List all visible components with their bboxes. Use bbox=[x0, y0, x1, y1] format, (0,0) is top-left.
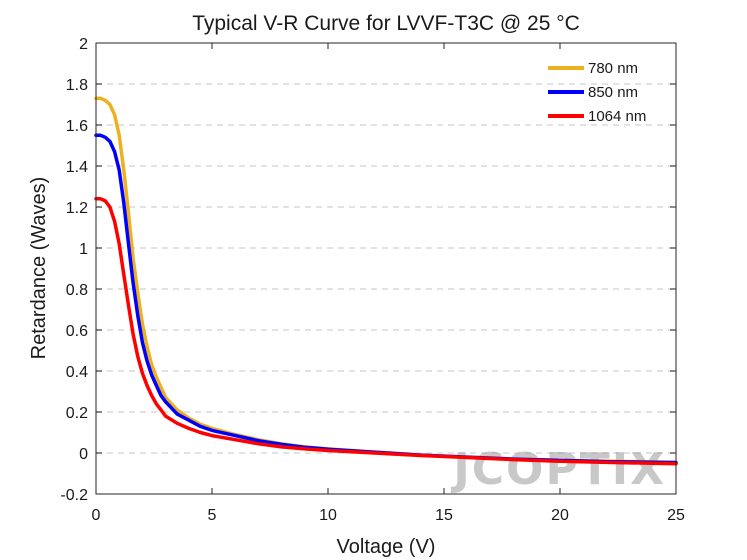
legend: 780 nm 850 nm 1064 nm bbox=[548, 60, 646, 125]
y-tick-label: 0.4 bbox=[66, 364, 88, 381]
legend-label: 850 nm bbox=[588, 84, 638, 101]
plot-frame bbox=[95, 42, 677, 495]
y-tick-label: 1.8 bbox=[66, 77, 88, 94]
y-tick-label: 0.2 bbox=[66, 405, 88, 422]
legend-label: 1064 nm bbox=[588, 108, 646, 125]
x-tick-label: 20 bbox=[551, 507, 569, 524]
y-tick-label: 1.6 bbox=[66, 118, 88, 135]
y-tick-label: 0.8 bbox=[66, 282, 88, 299]
y-axis-label: Retardance (Waves) bbox=[28, 177, 50, 360]
x-tick-label: 10 bbox=[319, 507, 337, 524]
y-tick-label: 1 bbox=[79, 241, 88, 258]
y-tick-label: 1.4 bbox=[66, 159, 88, 176]
y-tick-label: 1.2 bbox=[66, 200, 88, 217]
x-axis-label: Voltage (V) bbox=[337, 536, 436, 558]
y-tick-label: 2 bbox=[79, 36, 88, 53]
watermark-logo: JCOPTIX bbox=[450, 444, 666, 495]
y-tick-label: 0 bbox=[79, 446, 88, 463]
legend-label: 780 nm bbox=[588, 60, 638, 77]
series-layer bbox=[94, 96, 678, 466]
y-tick-label: 0.6 bbox=[66, 323, 88, 340]
series-line-1064-nm bbox=[94, 197, 678, 466]
gridlines bbox=[96, 83, 676, 454]
x-tick-label: 25 bbox=[667, 507, 685, 524]
x-tick-label: 15 bbox=[435, 507, 453, 524]
axis-ticks: 0 5 10 15 20 25-0.200.20.40.60.811.21.41.61.8… bbox=[60, 36, 685, 524]
chart-title: Typical V-R Curve for LVVF-T3C @ 25 °C bbox=[192, 12, 580, 35]
x-tick-label: 5 bbox=[208, 507, 217, 524]
x-tick-label: 0 bbox=[92, 507, 101, 524]
series-line-780-nm bbox=[94, 96, 678, 464]
y-tick-label: -0.2 bbox=[60, 487, 88, 504]
